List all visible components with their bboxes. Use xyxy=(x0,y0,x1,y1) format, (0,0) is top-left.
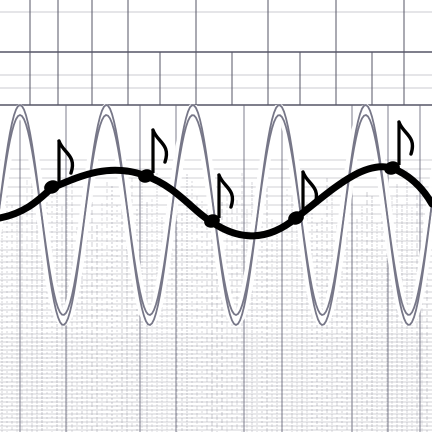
eighth-note-icon xyxy=(44,139,75,194)
notes-layer xyxy=(44,120,415,228)
upper-grid xyxy=(0,0,432,106)
eighth-note-icon xyxy=(138,128,169,183)
eighth-note-icon xyxy=(204,173,235,228)
eighth-note-icon xyxy=(384,120,415,175)
eighth-note-icon xyxy=(288,170,319,225)
